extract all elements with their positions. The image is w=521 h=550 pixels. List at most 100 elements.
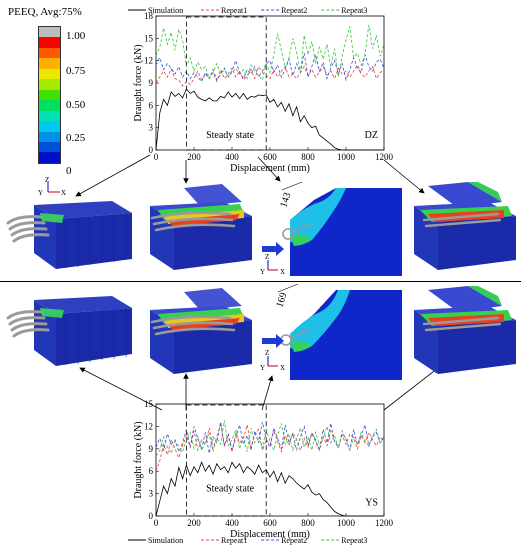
x-tick-label: 400 bbox=[225, 152, 239, 162]
x-tick-label: 1000 bbox=[337, 518, 356, 528]
y-tick-label: 6 bbox=[149, 100, 154, 110]
legend-label-repeat1: Repeat1 bbox=[221, 6, 247, 15]
x-tick-label: 400 bbox=[225, 518, 239, 528]
steady-state-label: Steady state bbox=[206, 483, 255, 494]
colorbar-label-050: 0.50 bbox=[66, 99, 86, 111]
legend-label-repeat2: Repeat2 bbox=[281, 536, 307, 545]
x-tick-label: 800 bbox=[301, 152, 315, 162]
cut-depth-bot: 169 bbox=[274, 291, 289, 309]
colorbar-band bbox=[39, 47, 60, 59]
colorbar-band bbox=[39, 68, 60, 80]
colorbar-band bbox=[39, 121, 60, 132]
y-tick-label: 15 bbox=[144, 399, 154, 409]
soil-block-bot-2 bbox=[150, 288, 252, 374]
colorbar-band bbox=[39, 110, 60, 122]
series-line-simulation bbox=[155, 461, 384, 517]
arrow-bot-4 bbox=[383, 367, 439, 411]
section-divider bbox=[0, 281, 521, 282]
soil-block-bot-1 bbox=[6, 296, 132, 366]
x-axis-label: Displacement (mm) bbox=[230, 163, 310, 174]
colorbar-band bbox=[39, 79, 60, 90]
x-tick-label: 1200 bbox=[375, 152, 393, 162]
colorbar-band bbox=[39, 100, 60, 111]
y-tick-label: 0 bbox=[149, 511, 154, 521]
steady-state-box bbox=[186, 16, 267, 151]
soil-block-top-2 bbox=[150, 184, 252, 270]
series-line-repeat2 bbox=[155, 421, 385, 454]
triad-z-label: Z bbox=[265, 349, 269, 357]
y-tick-label: 3 bbox=[149, 489, 154, 499]
arrow-top-4 bbox=[383, 159, 425, 194]
cut-depth-top: 143 bbox=[278, 191, 293, 209]
arrow-top-3 bbox=[257, 156, 281, 182]
legend-label-repeat2: Repeat2 bbox=[281, 6, 307, 15]
colorbar-band bbox=[39, 58, 60, 69]
x-tick-label: 1000 bbox=[337, 152, 356, 162]
y-axis-label: Draught force (kN) bbox=[133, 44, 144, 121]
triad-y-label: Y bbox=[260, 268, 265, 276]
series-line-repeat3 bbox=[155, 24, 385, 81]
peeq-colorbar bbox=[38, 26, 61, 164]
arrow-top-1 bbox=[75, 154, 151, 197]
series-line-repeat1 bbox=[155, 64, 385, 87]
legend-label-repeat3: Repeat3 bbox=[341, 536, 367, 545]
y-tick-label: 18 bbox=[144, 11, 154, 21]
y-tick-label: 9 bbox=[149, 444, 154, 454]
y-tick-label: 3 bbox=[149, 123, 154, 133]
y-tick-label: 6 bbox=[149, 466, 154, 476]
arrow-bot-3 bbox=[261, 375, 274, 411]
soil-block-bot-4 bbox=[414, 286, 516, 374]
axis-triad-legend: Z Y X bbox=[38, 176, 66, 197]
triad-x-label: X bbox=[280, 364, 285, 372]
draught-force-chart-dz: 0 200 400 600 800 1000 1200 0 3 6 9 12 15 18 Displacem… bbox=[128, 6, 393, 174]
x-tick-label: 200 bbox=[187, 152, 201, 162]
soil-block-top-4 bbox=[414, 182, 516, 270]
triad-y-label: Y bbox=[260, 364, 265, 372]
series-line-repeat2 bbox=[155, 53, 385, 83]
axis-x-label: X bbox=[61, 189, 66, 197]
legend-title: PEEQ, Avg:75% bbox=[8, 6, 82, 18]
legend-label-repeat3: Repeat3 bbox=[341, 6, 367, 15]
series-line-simulation bbox=[155, 88, 384, 151]
triad-z-label: Z bbox=[265, 253, 269, 261]
colorbar-label-0: 0 bbox=[66, 165, 72, 177]
triad-x-label: X bbox=[280, 268, 285, 276]
colorbar-label-075: 0.75 bbox=[66, 65, 86, 77]
colorbar-band bbox=[39, 89, 60, 101]
soil-tag-label: YS bbox=[365, 498, 378, 509]
y-tick-label: 9 bbox=[149, 78, 154, 88]
soil-tag-label: DZ bbox=[365, 130, 378, 141]
x-tick-label: 600 bbox=[263, 152, 277, 162]
colorbar-band bbox=[39, 141, 60, 153]
legend-label-simulation: Simulation bbox=[148, 536, 183, 545]
x-axis-label: Displacement (mm) bbox=[230, 529, 310, 540]
legend-label-simulation: Simulation bbox=[148, 6, 183, 15]
y-tick-label: 12 bbox=[144, 421, 153, 431]
colorbar-band bbox=[39, 37, 60, 48]
colorbar-band bbox=[39, 152, 60, 163]
x-tick-label: 200 bbox=[187, 518, 201, 528]
series-line-repeat3 bbox=[155, 420, 385, 457]
y-tick-label: 0 bbox=[149, 145, 154, 155]
draught-force-chart-ys: 0 200 400 600 800 1000 1200 0 3 6 9 12 15 Displacemen… bbox=[128, 399, 393, 545]
soil-block-top-1 bbox=[6, 201, 132, 269]
colorbar-label-025: 0.25 bbox=[66, 132, 86, 144]
x-tick-label: 0 bbox=[154, 518, 159, 528]
axis-y-label: Y bbox=[38, 189, 43, 197]
colorbar-label-1: 1.00 bbox=[66, 30, 86, 42]
colorbar-band bbox=[39, 131, 60, 142]
x-tick-label: 1200 bbox=[375, 518, 393, 528]
colorbar-band bbox=[39, 27, 60, 38]
soil-section-top: 143 Z Y X bbox=[260, 181, 402, 276]
series-line-repeat1 bbox=[155, 423, 385, 472]
x-tick-label: 600 bbox=[263, 518, 277, 528]
steady-state-label: Steady state bbox=[206, 130, 255, 141]
x-tick-label: 800 bbox=[301, 518, 315, 528]
x-tick-label: 0 bbox=[154, 152, 159, 162]
arrow-bot-1 bbox=[79, 367, 163, 411]
soil-section-bot: 169 Z Y X bbox=[260, 284, 402, 380]
y-tick-label: 15 bbox=[144, 33, 154, 43]
legend-label-repeat1: Repeat1 bbox=[221, 536, 247, 545]
y-tick-label: 12 bbox=[144, 56, 153, 66]
